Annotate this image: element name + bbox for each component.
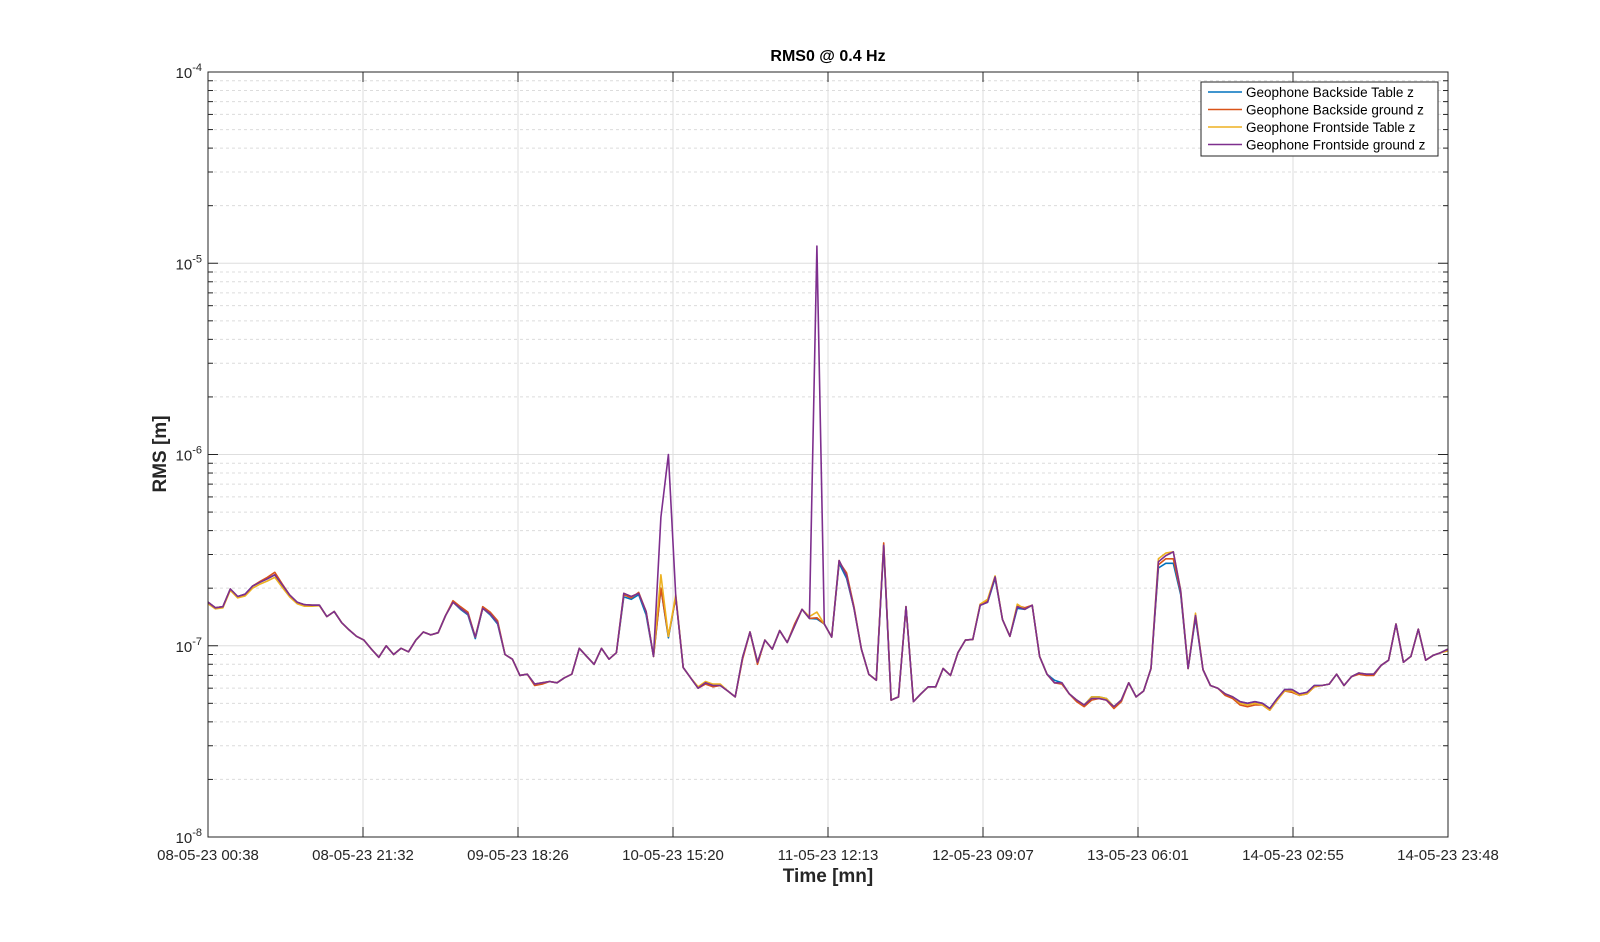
y-tick-base: 10 xyxy=(176,830,193,847)
x-tick-label: 14-05-23 23:48 xyxy=(1397,847,1499,864)
y-tick-base: 10 xyxy=(176,65,193,82)
y-tick-base: 10 xyxy=(176,448,193,465)
y-tick-exponent: -7 xyxy=(192,636,202,648)
x-axis-label: Time [mn] xyxy=(783,866,873,887)
y-tick-label: 10-8 xyxy=(176,827,202,847)
legend-label: Geophone Backside Table z xyxy=(1246,85,1414,100)
series-lines xyxy=(207,245,1449,712)
x-tick-label: 08-05-23 21:32 xyxy=(312,847,414,864)
x-tick-label: 11-05-23 12:13 xyxy=(778,847,879,864)
y-tick-label: 10-6 xyxy=(176,445,202,465)
y-tick-base: 10 xyxy=(176,256,193,273)
y-axis-label: RMS [m] xyxy=(150,415,171,492)
x-tick-label: 09-05-23 18:26 xyxy=(467,847,569,864)
y-tick-base: 10 xyxy=(176,639,193,656)
legend-label: Geophone Frontside Table z xyxy=(1246,120,1416,135)
y-tick-exponent: -5 xyxy=(192,253,202,265)
x-tick-label: 08-05-23 00:38 xyxy=(157,847,259,864)
y-tick-exponent: -8 xyxy=(192,827,202,839)
legend-label: Geophone Frontside ground z xyxy=(1246,138,1426,153)
x-tick-label: 12-05-23 09:07 xyxy=(932,847,1034,864)
axis-ticks: 10-410-510-610-710-808-05-23 00:38 08-05-… xyxy=(157,62,1499,864)
y-tick-label: 10-7 xyxy=(176,636,202,656)
x-tick-label: 10-05-23 15:20 xyxy=(622,847,724,864)
x-tick-label: 14-05-23 02:55 xyxy=(1242,847,1344,864)
y-tick-label: 10-4 xyxy=(176,62,202,82)
chart-title: RMS0 @ 0.4 Hz xyxy=(770,48,885,65)
y-tick-label: 10-5 xyxy=(176,253,202,273)
legend: Geophone Backside Table z Geophone Backsi… xyxy=(1200,81,1439,157)
legend-label: Geophone Backside ground z xyxy=(1246,103,1424,118)
series-line-4 xyxy=(207,245,1449,710)
x-tick-label: 13-05-23 06:01 xyxy=(1087,847,1189,864)
y-tick-exponent: -6 xyxy=(192,445,202,457)
legend-box xyxy=(1200,81,1439,157)
y-tick-exponent: -4 xyxy=(192,62,202,74)
